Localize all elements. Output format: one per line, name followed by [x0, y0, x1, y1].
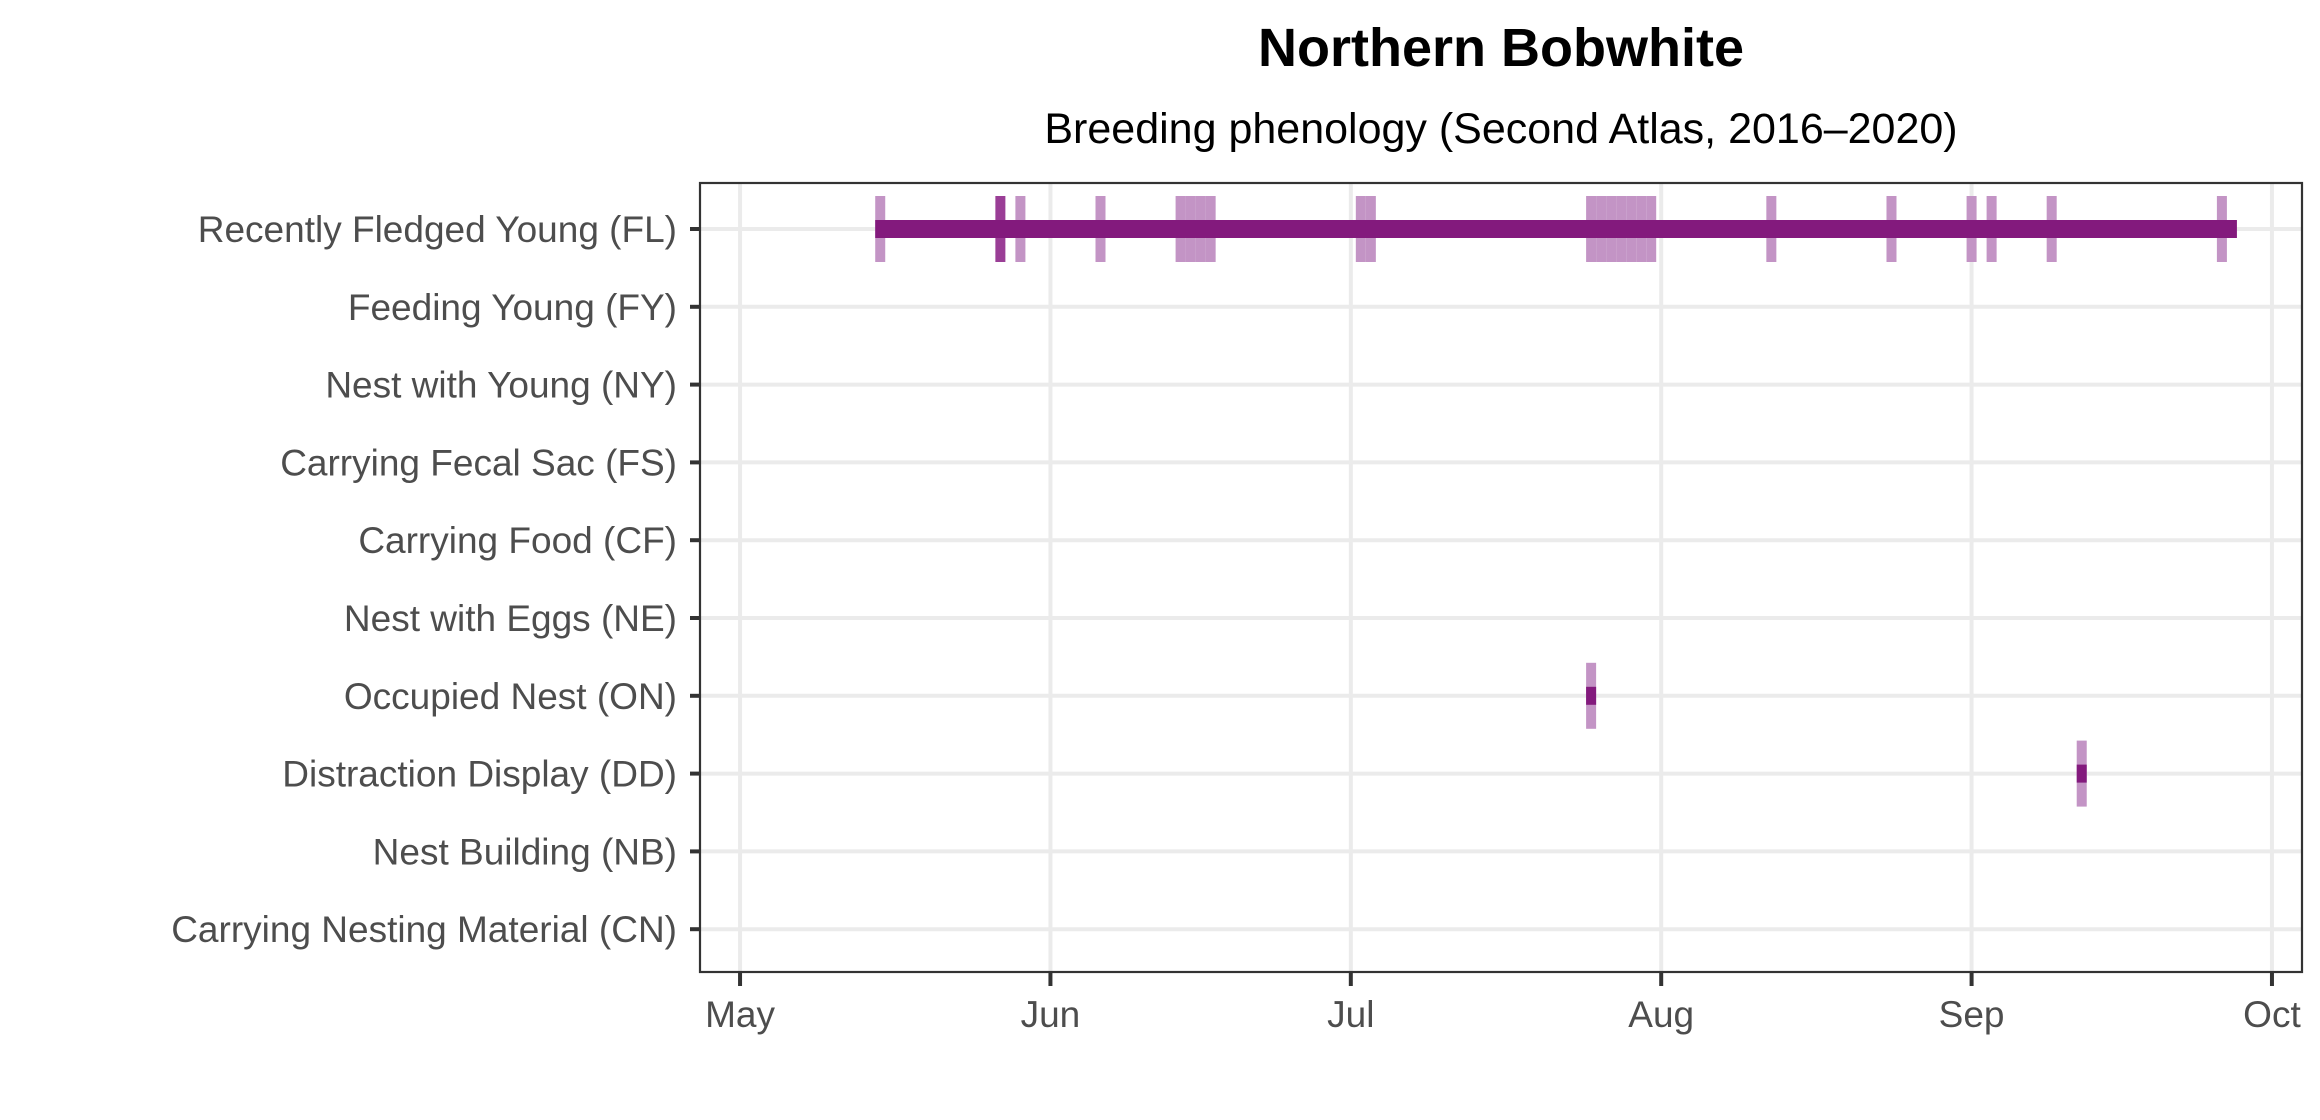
y-tick-label: Occupied Nest (ON): [344, 676, 677, 717]
y-tick-label: Nest Building (NB): [373, 831, 677, 872]
y-tick-label: Feeding Young (FY): [348, 287, 677, 328]
chart-title: Northern Bobwhite: [1258, 18, 1744, 78]
y-tick-label: Recently Fledged Young (FL): [198, 209, 677, 250]
x-tick-label: Oct: [2243, 994, 2301, 1035]
chart-subtitle: Breeding phenology (Second Atlas, 2016–2…: [1044, 105, 1957, 153]
x-tick-label: Sep: [1939, 994, 2005, 1035]
y-tick-label: Nest with Young (NY): [325, 365, 677, 406]
breeding-range-bar: [875, 220, 2237, 238]
y-tick-label: Carrying Food (CF): [358, 520, 677, 561]
y-tick-label: Carrying Fecal Sac (FS): [280, 442, 677, 483]
y-tick-label: Nest with Eggs (NE): [344, 598, 677, 639]
y-tick-label: Distraction Display (DD): [282, 754, 677, 795]
breeding-range-bar: [1586, 686, 1597, 705]
x-tick-label: Aug: [1628, 994, 1694, 1035]
x-tick-label: Jun: [1021, 994, 1081, 1035]
x-tick-label: May: [705, 994, 775, 1035]
y-tick-label: Carrying Nesting Material (CN): [171, 909, 677, 950]
breeding-range-bar: [2076, 764, 2087, 783]
plot-panel-border: [698, 181, 2304, 974]
x-tick-label: Jul: [1327, 994, 1374, 1035]
